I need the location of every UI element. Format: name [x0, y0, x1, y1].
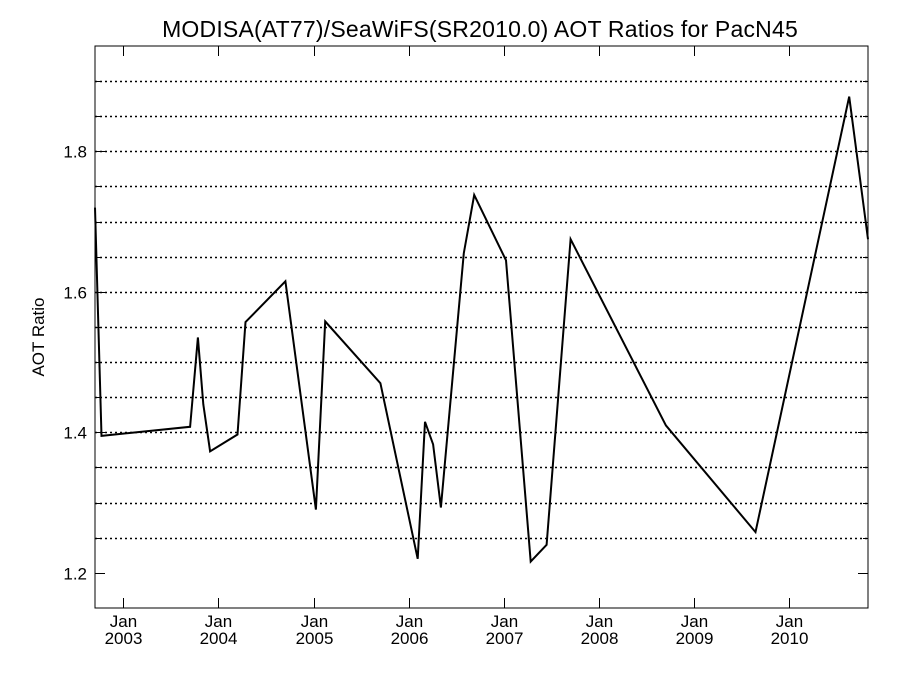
x-tick-label-year: 2003 [105, 629, 143, 648]
data-point [237, 434, 239, 436]
x-tick-label-year: 2004 [200, 629, 238, 648]
x-tick-label-year: 2008 [581, 629, 619, 648]
data-point [379, 382, 381, 384]
data-point [424, 421, 426, 423]
data-point [209, 450, 211, 452]
axis-ticks [95, 46, 868, 608]
x-tick-label-month: Jan [491, 612, 518, 631]
series-points [94, 96, 869, 563]
data-point [417, 558, 419, 560]
y-axis-title: AOT Ratio [29, 297, 48, 376]
x-tick-label-month: Jan [776, 612, 803, 631]
data-point [505, 259, 507, 261]
data-point [570, 238, 572, 240]
data-point [315, 509, 317, 511]
x-tick-label-month: Jan [396, 612, 423, 631]
data-point [197, 337, 199, 339]
data-point [665, 424, 667, 426]
x-tick-label-month: Jan [586, 612, 613, 631]
data-point [245, 321, 247, 323]
data-point [463, 252, 465, 254]
data-point [473, 194, 475, 196]
data-point [101, 435, 103, 437]
data-point [202, 403, 204, 405]
data-point [324, 320, 326, 322]
x-tick-label-year: 2005 [296, 629, 334, 648]
y-tick-label: 1.8 [63, 143, 87, 162]
x-tick-label-year: 2006 [391, 629, 429, 648]
y-tick-label: 1.6 [63, 284, 87, 303]
gridlines [95, 80, 868, 540]
chart-title: MODISA(AT77)/SeaWiFS(SR2010.0) AOT Ratio… [162, 16, 798, 42]
axis-tick-labels: 1.21.41.61.8Jan2003Jan2004Jan2005Jan2006… [63, 143, 808, 649]
x-tick-label-month: Jan [301, 612, 328, 631]
x-tick-label-year: 2010 [771, 629, 809, 648]
x-tick-label-year: 2009 [676, 629, 714, 648]
data-point [546, 544, 548, 546]
data-point [284, 280, 286, 282]
x-tick-label-year: 2007 [486, 629, 524, 648]
data-point [755, 531, 757, 533]
data-point [867, 238, 869, 240]
x-tick-label-month: Jan [681, 612, 708, 631]
data-point [432, 443, 434, 445]
data-point [189, 426, 191, 428]
data-point [94, 207, 96, 209]
series-line [94, 96, 869, 564]
data-point [848, 96, 850, 98]
x-tick-label-month: Jan [205, 612, 232, 631]
y-tick-label: 1.4 [63, 424, 87, 443]
y-tick-label: 1.2 [63, 565, 87, 584]
x-tick-label-month: Jan [110, 612, 137, 631]
data-point [530, 561, 532, 563]
data-point [440, 507, 442, 509]
